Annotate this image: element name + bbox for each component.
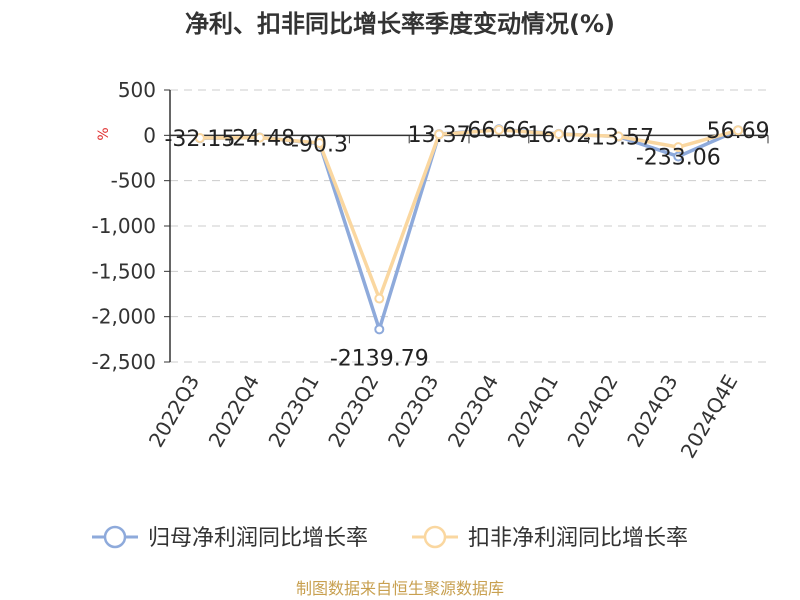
data-label: 16.02	[527, 123, 590, 148]
data-label: -13.57	[583, 126, 654, 151]
data-point	[254, 132, 265, 143]
legend: 归母净利润同比增长率 扣非净利润同比增长率	[92, 525, 688, 551]
y-tick-label: -2,500	[92, 350, 156, 374]
data-labels: -32.15-24.48-90.3 -2139.79 13.3766.6616.02…	[164, 118, 769, 371]
x-tick-label: 2023Q3	[383, 370, 443, 451]
y-unit-label: %	[96, 127, 112, 140]
x-tick-label: 2024Q2	[562, 371, 622, 452]
x-tick-label: 2023Q2	[323, 371, 383, 452]
data-point	[553, 129, 564, 140]
y-tick-label: -1,000	[92, 214, 156, 238]
data-label: -32.15	[164, 127, 235, 152]
x-tick-label: 2024Q4E	[676, 371, 743, 463]
x-tick-label: 2023Q4	[443, 371, 503, 452]
data-point	[673, 151, 684, 162]
legend-marker	[423, 525, 447, 549]
data-point	[314, 138, 325, 149]
x-tick-label: 2022Q4	[204, 371, 264, 452]
data-point	[733, 125, 744, 136]
y-tick-label: -2,000	[92, 305, 156, 329]
data-label: 13.37	[408, 123, 471, 148]
data-point	[374, 324, 385, 335]
grid-lines	[170, 89, 768, 363]
x-tick-label: 2024Q3	[622, 371, 682, 452]
chart-title: 净利、扣非同比增长率季度变动情况(%)	[185, 10, 615, 38]
data-label: -2139.79	[330, 346, 429, 371]
data-point	[434, 129, 445, 140]
data-label: -233.06	[636, 145, 721, 170]
x-tick-label: 2023Q1	[263, 371, 323, 452]
data-point	[493, 124, 504, 135]
data-label: 66.66	[467, 118, 530, 143]
data-point	[613, 131, 624, 142]
legend-label: 归母净利润同比增长率	[148, 526, 368, 551]
data-label: 56.69	[707, 119, 770, 144]
legend-label: 扣非净利润同比增长率	[468, 526, 688, 551]
data-point	[673, 142, 684, 153]
x-tick-label: 2022Q3	[144, 371, 204, 452]
y-tick-label: 500	[118, 78, 156, 102]
data-label: -24.48	[224, 127, 295, 152]
y-tick-label: -500	[111, 169, 156, 193]
legend-marker	[103, 525, 127, 549]
series-line-2	[199, 128, 739, 301]
series-group	[194, 124, 744, 335]
y-tick-label: 0	[143, 123, 156, 147]
source-note: 制图数据来自恒生聚源数据库	[296, 579, 504, 598]
y-tick-label: -1,500	[92, 259, 156, 283]
data-label: -90.3	[291, 133, 348, 158]
y-tick-labels: 500 0 -500 -1,000 -1,500 -2,000 -2,500	[92, 78, 170, 374]
data-point	[194, 133, 205, 144]
data-point	[374, 293, 385, 304]
x-tick-label: 2024Q1	[503, 371, 563, 452]
x-tick-labels: 2022Q3 2022Q4 2023Q1 2023Q2 2023Q3 2023Q4 2024…	[144, 370, 743, 462]
